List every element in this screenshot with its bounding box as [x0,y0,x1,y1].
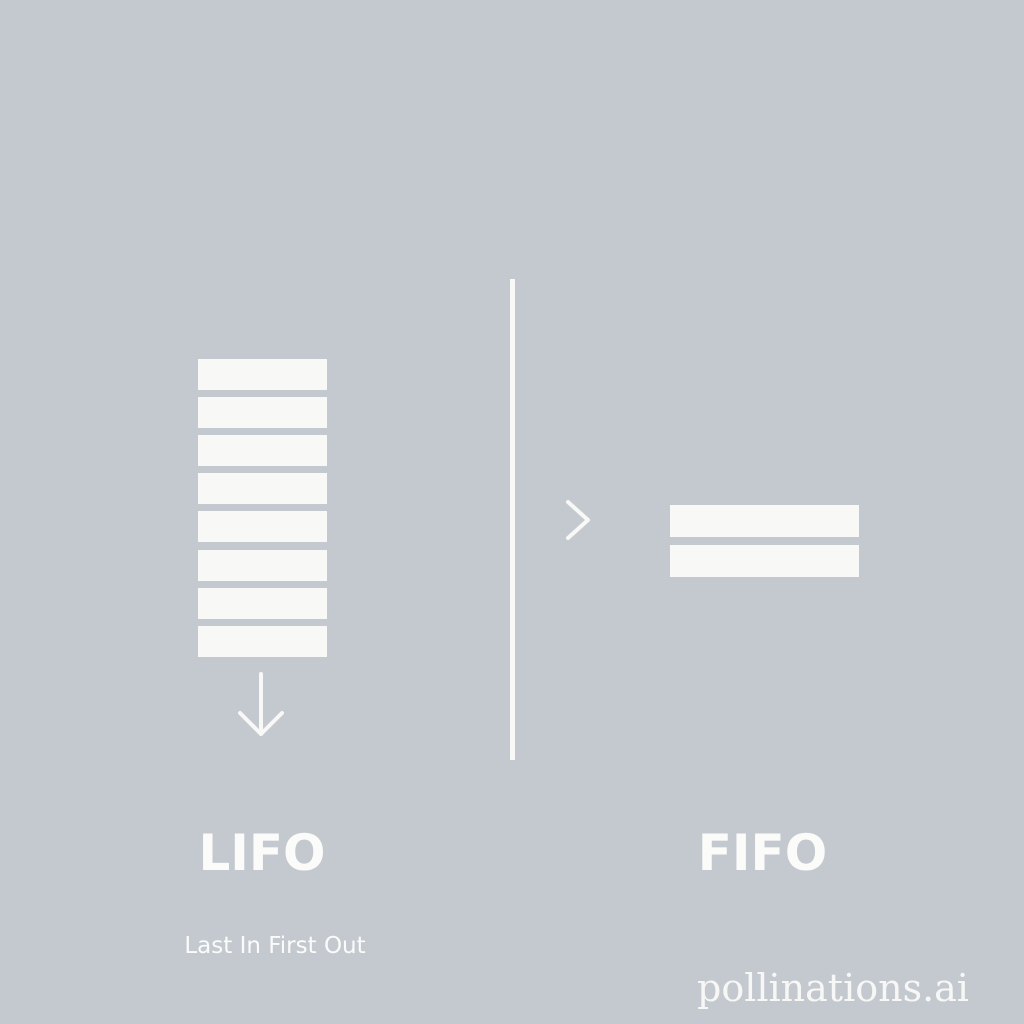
lifo-title: LIFO [198,824,326,882]
stack-block [198,435,327,466]
chevron-right-icon [566,500,590,540]
stack-block [198,550,327,581]
fifo-title: FIFO [697,824,828,882]
lifo-subtitle: Last In First Out [184,933,366,959]
stack-block [198,588,327,619]
watermark-logo: pollinations.ai [697,966,969,1010]
stack-block [198,626,327,657]
queue-block [670,505,859,537]
center-divider [510,279,515,760]
stack-block [198,359,327,390]
arrow-down-icon [238,672,284,736]
stack-block [198,511,327,542]
stack-block [198,397,327,428]
stack-block [198,473,327,504]
queue-block [670,545,859,577]
